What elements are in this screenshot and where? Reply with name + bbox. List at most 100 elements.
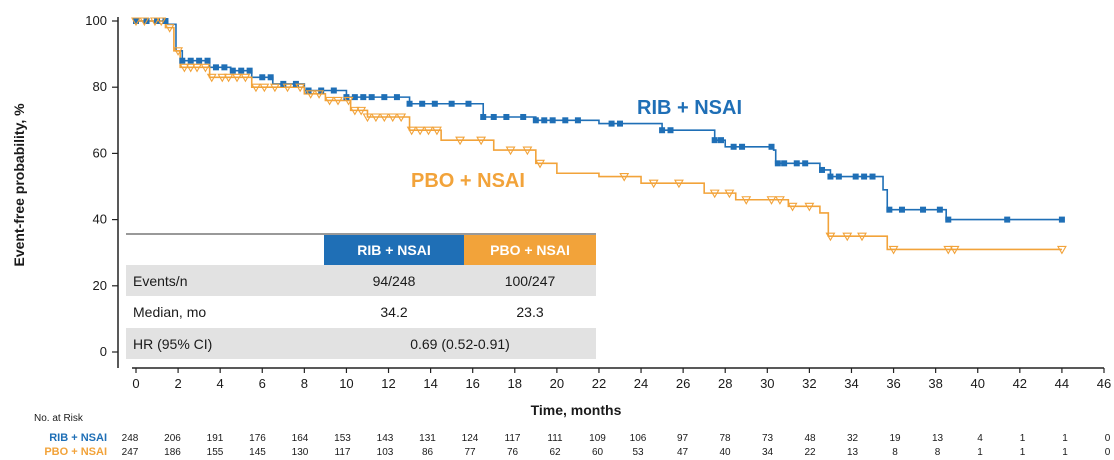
censor-mark-rib bbox=[406, 100, 413, 107]
censor-mark-pbo bbox=[200, 63, 211, 73]
x-tick-label: 46 bbox=[1097, 376, 1111, 391]
summary-table: RIB + NSAI PBO + NSAI Events/n 94/248 10… bbox=[126, 233, 596, 359]
x-tick-label: 40 bbox=[971, 376, 985, 391]
censor-mark-pbo bbox=[787, 202, 798, 212]
at-risk-value-rib: 1 bbox=[1020, 433, 1026, 444]
censor-mark-rib bbox=[212, 64, 219, 71]
censor-mark-pbo bbox=[314, 90, 325, 99]
at-risk-values-pbo: 247 186 155 145 130 117 103 86 77 76 62 60 53 47 40 34 2… bbox=[122, 447, 1111, 458]
at-risk-value-rib: 176 bbox=[249, 433, 266, 444]
censor-mark-rib bbox=[852, 173, 859, 180]
censor-mark-pbo bbox=[179, 63, 190, 73]
x-tick-label: 22 bbox=[592, 376, 606, 391]
x-tick-label: 20 bbox=[550, 376, 564, 391]
censor-mark-rib bbox=[659, 127, 666, 134]
censor-mark-pbo bbox=[232, 73, 242, 83]
censor-mark-pbo bbox=[223, 73, 234, 83]
censor-mark-pbo bbox=[857, 232, 867, 242]
at-risk-table: No. at Risk RIB + NSAI PBO + NSAI 248 206… bbox=[34, 413, 1111, 458]
at-risk-value-pbo: 60 bbox=[592, 447, 604, 458]
censor-mark-rib bbox=[739, 143, 746, 150]
censor-mark-pbo bbox=[333, 96, 343, 106]
censor-mark-pbo bbox=[709, 189, 720, 199]
censor-mark-rib bbox=[465, 100, 472, 107]
censor-mark-pbo bbox=[387, 113, 398, 123]
censor-mark-rib bbox=[351, 94, 358, 101]
censor-mark-pbo bbox=[766, 196, 777, 205]
censor-mark-rib bbox=[781, 160, 788, 167]
table-cell-events-pbo: 100/247 bbox=[505, 273, 556, 289]
x-tick-label: 30 bbox=[760, 376, 774, 391]
censor-mark-rib bbox=[861, 173, 868, 180]
censor-mark-rib bbox=[936, 206, 943, 213]
x-tick-label: 4 bbox=[217, 376, 224, 391]
x-tick-label: 42 bbox=[1013, 376, 1027, 391]
x-tick-label: 34 bbox=[844, 376, 858, 391]
table-cell-median-rib: 34.2 bbox=[380, 304, 407, 320]
censor-mark-pbo bbox=[888, 245, 899, 255]
censor-mark-pbo bbox=[842, 232, 853, 242]
censor-mark-pbo bbox=[825, 232, 836, 242]
at-risk-value-rib: 164 bbox=[292, 433, 309, 444]
censor-mark-rib bbox=[162, 18, 169, 24]
curve-rib bbox=[136, 20, 1062, 221]
at-risk-value-pbo: 1 bbox=[1062, 447, 1068, 458]
censor-mark-pbo bbox=[505, 146, 516, 156]
at-risk-value-pbo: 145 bbox=[249, 447, 266, 458]
censor-mark-pbo bbox=[619, 173, 630, 182]
censor-mark-pbo bbox=[741, 196, 752, 205]
censor-mark-rib bbox=[1058, 216, 1065, 223]
censor-mark-pbo bbox=[362, 113, 373, 123]
at-risk-value-pbo: 53 bbox=[632, 447, 644, 458]
x-tick-label: 2 bbox=[174, 376, 181, 391]
x-tick-label: 32 bbox=[802, 376, 816, 391]
at-risk-value-pbo: 76 bbox=[507, 447, 519, 458]
censor-mark-pbo bbox=[522, 146, 533, 156]
x-tick-label: 14 bbox=[423, 376, 437, 391]
at-risk-value-pbo: 34 bbox=[762, 447, 774, 458]
y-tick-label: 60 bbox=[93, 145, 107, 160]
at-risk-value-rib: 19 bbox=[889, 433, 901, 444]
x-tick-label: 10 bbox=[339, 376, 353, 391]
censor-mark-pbo bbox=[423, 126, 434, 136]
table-cell-hr-value: 0.69 (0.52-0.91) bbox=[410, 336, 510, 352]
table-cell-events-rib: 94/248 bbox=[373, 273, 416, 289]
censor-mark-rib bbox=[532, 117, 539, 124]
censor-mark-rib bbox=[667, 127, 674, 134]
censor-mark-rib bbox=[793, 160, 800, 167]
censor-mark-rib bbox=[330, 87, 337, 94]
censor-mark-rib bbox=[179, 57, 186, 64]
censor-mark-rib bbox=[819, 166, 826, 173]
at-risk-value-rib: 206 bbox=[164, 433, 181, 444]
at-risk-value-rib: 191 bbox=[207, 433, 224, 444]
censor-mark-pbo bbox=[240, 73, 251, 83]
censor-mark-rib bbox=[835, 173, 842, 180]
censor-mark-pbo bbox=[295, 83, 306, 93]
censor-mark-rib bbox=[886, 206, 893, 213]
at-risk-value-rib: 32 bbox=[847, 433, 859, 444]
censor-mark-pbo bbox=[206, 73, 217, 83]
censor-mark-pbo bbox=[455, 136, 466, 146]
censor-mark-rib bbox=[448, 100, 455, 107]
at-risk-value-rib: 143 bbox=[377, 433, 394, 444]
at-risk-value-pbo: 186 bbox=[164, 447, 181, 458]
x-tick-label: 44 bbox=[1055, 376, 1069, 391]
at-risk-value-rib: 13 bbox=[932, 433, 944, 444]
censor-mark-rib bbox=[360, 94, 367, 101]
censor-mark-pbo bbox=[356, 106, 367, 116]
censor-mark-pbo bbox=[251, 83, 261, 93]
at-risk-value-rib: 106 bbox=[630, 433, 647, 444]
at-risk-value-pbo: 1 bbox=[977, 447, 983, 458]
censor-mark-pbo bbox=[648, 179, 659, 189]
censor-mark-rib bbox=[1004, 216, 1011, 223]
censor-mark-rib bbox=[229, 67, 236, 74]
y-tick-label: 40 bbox=[93, 212, 107, 227]
at-risk-value-pbo: 1 bbox=[1020, 447, 1026, 458]
at-risk-value-rib: 1 bbox=[1062, 433, 1068, 444]
at-risk-value-pbo: 130 bbox=[292, 447, 309, 458]
series-label-pbo: PBO + NSAI bbox=[411, 170, 525, 192]
censor-mark-pbo bbox=[259, 83, 270, 93]
censor-mark-rib bbox=[431, 100, 438, 107]
censor-mark-pbo bbox=[131, 17, 141, 27]
censor-mark-rib bbox=[945, 216, 952, 223]
